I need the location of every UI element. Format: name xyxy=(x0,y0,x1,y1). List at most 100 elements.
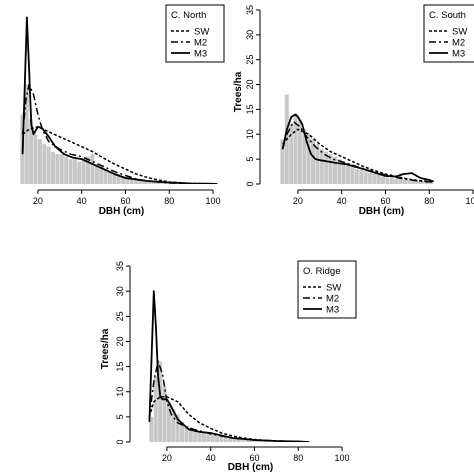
histogram-bar xyxy=(241,438,246,442)
plot-area xyxy=(280,94,434,184)
x-tick-label: 80 xyxy=(293,453,303,463)
chart-panel-3: 0 5 10 15 20 25 30 35 Trees/ha 20 40 60 80 100 DBH (cm… xyxy=(100,260,357,473)
y-tick-label: 10 xyxy=(245,129,255,139)
histogram-bar xyxy=(381,176,386,184)
histogram-bar xyxy=(376,175,381,184)
y-tick-label: 25 xyxy=(245,55,255,65)
histogram-bar xyxy=(99,166,104,184)
histogram-bar xyxy=(328,154,333,184)
x-tick-label: 80 xyxy=(164,196,174,206)
legend-label-m2: M2 xyxy=(452,38,465,49)
histogram-bar xyxy=(332,156,337,184)
legend-label-sw: SW xyxy=(452,27,467,38)
histogram-bar xyxy=(424,181,429,184)
y-axis-label: Trees/ha xyxy=(233,71,244,112)
y-tick-label: 30 xyxy=(245,30,255,40)
x-tick-label: 20 xyxy=(33,196,43,206)
series-line-m3 xyxy=(281,113,434,183)
histogram-bar xyxy=(389,178,394,184)
histogram-bar xyxy=(354,169,359,184)
histogram-bar xyxy=(37,139,42,184)
histogram-bar xyxy=(223,436,228,442)
y-tick-label: 5 xyxy=(115,414,125,419)
y-tick-label: 20 xyxy=(245,80,255,90)
histogram-bar xyxy=(372,174,377,184)
histogram-bar xyxy=(367,173,372,184)
histogram-bar xyxy=(337,159,342,184)
histogram-bar xyxy=(206,434,211,442)
y-tick-label: 30 xyxy=(115,286,125,296)
histogram-bar xyxy=(402,179,407,184)
histogram-bar xyxy=(51,151,56,184)
histogram-bar xyxy=(125,178,130,184)
histogram-bar xyxy=(103,169,108,184)
histogram-bar xyxy=(385,177,390,184)
histogram-bar xyxy=(29,119,34,184)
x-tick-label: 20 xyxy=(162,453,172,463)
histogram-bar xyxy=(363,171,368,184)
histogram-bar xyxy=(184,425,189,442)
legend-label-m3: M3 xyxy=(326,305,339,316)
histogram-bar xyxy=(297,119,302,184)
histogram-bar xyxy=(341,161,346,184)
histogram-bar xyxy=(315,144,320,184)
histogram-bar xyxy=(420,181,425,184)
histogram-bar xyxy=(289,124,294,184)
histogram-bar xyxy=(232,437,237,442)
legend-label-sw: SW xyxy=(326,283,341,294)
series-line-m3 xyxy=(148,290,310,442)
histogram-bar xyxy=(346,164,351,184)
histogram-bar xyxy=(112,173,117,184)
histogram-bar xyxy=(94,164,99,184)
series-line-m3 xyxy=(21,16,218,184)
x-tick-label: 60 xyxy=(249,453,259,463)
x-tick-label: 100 xyxy=(335,453,350,463)
histogram-bar xyxy=(129,179,134,184)
histogram-bar xyxy=(142,181,147,184)
legend-title: O. Ridge xyxy=(303,266,341,277)
x-tick-label: 40 xyxy=(206,453,216,463)
histogram-bar xyxy=(156,182,161,184)
histogram-bar xyxy=(151,182,156,184)
histogram-bar xyxy=(81,159,86,184)
histogram-bar xyxy=(55,154,60,184)
histogram-bar xyxy=(107,171,112,184)
histogram-bar xyxy=(116,174,121,184)
histogram-bar xyxy=(46,146,51,184)
y-axis-label: Trees/ha xyxy=(100,328,111,369)
histogram-bar xyxy=(359,170,364,184)
histogram-bar xyxy=(210,434,215,442)
histogram-bar xyxy=(153,376,158,442)
legend-label-m2: M2 xyxy=(326,294,339,305)
histogram-bar xyxy=(293,114,298,184)
histogram-bar xyxy=(64,156,69,184)
legend-label-sw: SW xyxy=(194,27,209,38)
histogram-bar xyxy=(193,430,198,442)
histogram-bar xyxy=(77,161,82,184)
histogram-bar xyxy=(219,436,224,442)
histogram-bar xyxy=(302,129,307,184)
histogram-bar xyxy=(311,139,316,184)
legend-label-m3: M3 xyxy=(194,49,207,60)
y-tick-label: 35 xyxy=(115,261,125,271)
x-tick-label: 80 xyxy=(424,196,434,206)
x-axis-label: DBH (cm) xyxy=(99,206,145,217)
x-tick-label: 100 xyxy=(206,196,221,206)
histogram-bar xyxy=(306,134,311,184)
histogram-bar xyxy=(72,159,77,184)
histogram-bar xyxy=(188,427,193,442)
histogram-bar xyxy=(59,154,64,184)
histogram-bar xyxy=(236,438,241,442)
y-tick-label: 10 xyxy=(115,387,125,397)
histogram-bar xyxy=(160,182,165,184)
histogram-bar xyxy=(228,437,233,442)
histogram-bar xyxy=(158,361,163,442)
histogram-bar xyxy=(350,166,355,184)
histogram-bar xyxy=(121,176,126,184)
x-tick-label: 100 xyxy=(466,196,474,206)
series-line-m2 xyxy=(21,83,214,184)
histogram-bar xyxy=(42,144,47,184)
x-tick-label: 40 xyxy=(337,196,347,206)
